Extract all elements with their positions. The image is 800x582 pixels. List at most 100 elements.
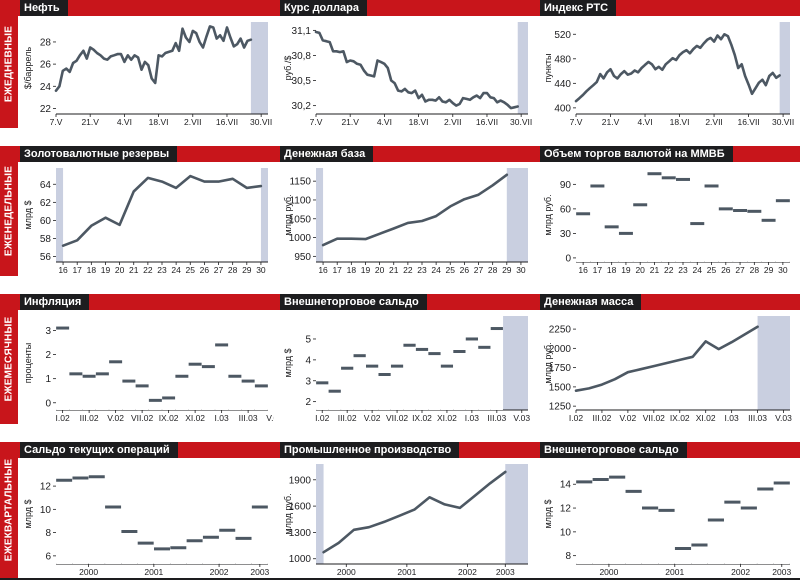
data-point (720, 38, 722, 40)
chart-trade-balance-monthly: Внешнеторговое сальдо 2 3 4 5 I.02 III.02 V.02 V… (280, 294, 534, 424)
x-tick-label: III.02 (338, 413, 357, 423)
y-tick-label: 60 (560, 204, 572, 215)
data-point (380, 61, 382, 63)
x-tick-label: 30.VII (250, 117, 272, 127)
row-label-text: ЕЖЕДНЕВНЫЕ (3, 25, 15, 103)
y-tick-label: 1050 (289, 214, 312, 225)
y-tick-label: 22 (40, 104, 52, 115)
data-point (474, 494, 476, 497)
data-region (316, 22, 518, 114)
data-point (672, 57, 674, 59)
data-point (685, 49, 688, 51)
bar (82, 376, 96, 410)
data-point (398, 515, 400, 517)
x-tick-label: V.03 (775, 413, 792, 423)
row-label-text: ЕЖЕНЕДЕЛЬНЫЕ (3, 165, 15, 257)
x-tick-label: 2.VII (184, 117, 201, 127)
data-point (175, 42, 177, 44)
x-tick-label: III.02 (592, 413, 611, 423)
x-tick-label: 17 (593, 265, 603, 275)
x-tick-label: 2000 (79, 567, 98, 577)
y-tick-label: 0 (45, 398, 51, 409)
bar (135, 385, 149, 410)
bar (137, 543, 154, 564)
x-tick-label: 2003 (250, 567, 269, 577)
data-point (682, 51, 684, 53)
data-point (349, 59, 351, 62)
bar (188, 364, 202, 410)
data-point (477, 194, 480, 196)
bar (676, 179, 690, 262)
chart-svg: 22 24 26 28 7.V 21.V 4.VI 18.VI 2.VII 16.VII 30.VI… (23, 22, 272, 127)
data-point (486, 92, 488, 94)
data-point (654, 68, 656, 70)
data-point (240, 38, 242, 40)
chart-money-supply: Денежная масса 1250 1500 1750 2000 2250 I.02 II… (540, 294, 796, 424)
y-tick-label: 8 (45, 528, 51, 539)
bar (251, 507, 268, 564)
data-point (731, 341, 733, 343)
data-point (479, 97, 481, 99)
data-point (463, 198, 465, 200)
data-point (428, 496, 431, 498)
bar (674, 548, 692, 564)
data-point (147, 64, 149, 66)
x-tick-label: 2.VII (705, 117, 722, 127)
chart-title: Индекс РТС (540, 0, 617, 16)
x-tick-label: 28 (488, 265, 498, 275)
x-tick-label: 18.VI (409, 117, 429, 127)
data-point (359, 64, 362, 66)
x-tick-label: 20 (635, 265, 645, 275)
chart-rts-index: Индекс РТС 400 440 480 520 7.V 21.V 4.VI 18.VI 2.… (540, 0, 796, 128)
data-point (219, 34, 221, 36)
bottom-rule (0, 578, 800, 580)
x-tick-label: 16.VII (737, 117, 759, 127)
x-tick-label: 26 (200, 265, 210, 275)
data-point (232, 178, 234, 180)
data-point (500, 100, 502, 102)
y-tick-label: 1150 (289, 177, 311, 188)
data-point (730, 44, 732, 46)
chart-title: Золотовалютные резервы (20, 146, 178, 162)
x-tick-label: 2003 (772, 567, 791, 577)
bar (757, 489, 774, 564)
data-point (413, 509, 416, 511)
y-tick-label: 1000 (289, 233, 312, 244)
x-tick-label: III.03 (487, 413, 506, 423)
x-tick-label: 20 (375, 265, 385, 275)
y-tick-label: 30,8 (292, 51, 312, 62)
bar (773, 483, 790, 564)
bar (228, 376, 242, 410)
data-point (69, 71, 71, 73)
data-point (154, 82, 156, 84)
chart-svg: 1250 1500 1750 2000 2250 I.02 III.02 V.02 VII.02… (543, 316, 792, 423)
data-point (679, 359, 681, 361)
chart-title: Денежная база (280, 146, 374, 162)
y-tick-label: 10 (560, 527, 572, 538)
x-tick-label: 16 (318, 265, 328, 275)
chart-title: Нефть (20, 0, 68, 16)
data-point (493, 97, 495, 99)
data-point (578, 97, 581, 99)
row-daily: ЕЖЕДНЕВНЫЕ Нефть 22 24 26 28 7.V 21.V 4.VI 18.VI… (0, 0, 800, 128)
data-point (744, 75, 746, 77)
data-point (614, 378, 616, 380)
data-point (620, 73, 622, 75)
y-tick-label: 440 (554, 79, 571, 90)
data-point (718, 348, 720, 350)
data-point (346, 61, 348, 63)
data-point (754, 87, 757, 89)
data-point (222, 40, 225, 42)
data-point (55, 90, 57, 92)
data-point (116, 53, 119, 55)
row-label-quarterly: ЕЖЕКВАРТАЛЬНЫЕ (0, 442, 18, 578)
data-point (634, 69, 636, 72)
x-tick-label: 18 (87, 265, 97, 275)
data-point (668, 60, 670, 62)
data-point (76, 239, 78, 241)
x-tick-label: 7.V (570, 117, 583, 127)
y-tick-label: 5 (305, 334, 311, 345)
y-tick-label: 1 (45, 374, 51, 385)
row-quarterly: ЕЖЕКВАРТАЛЬНЫЕ Сальдо текущих операций 6 8… (0, 442, 800, 578)
chart-monetary-base: Денежная база 950 1000 1050 1100 1150 16 17 18 19… (280, 146, 534, 276)
